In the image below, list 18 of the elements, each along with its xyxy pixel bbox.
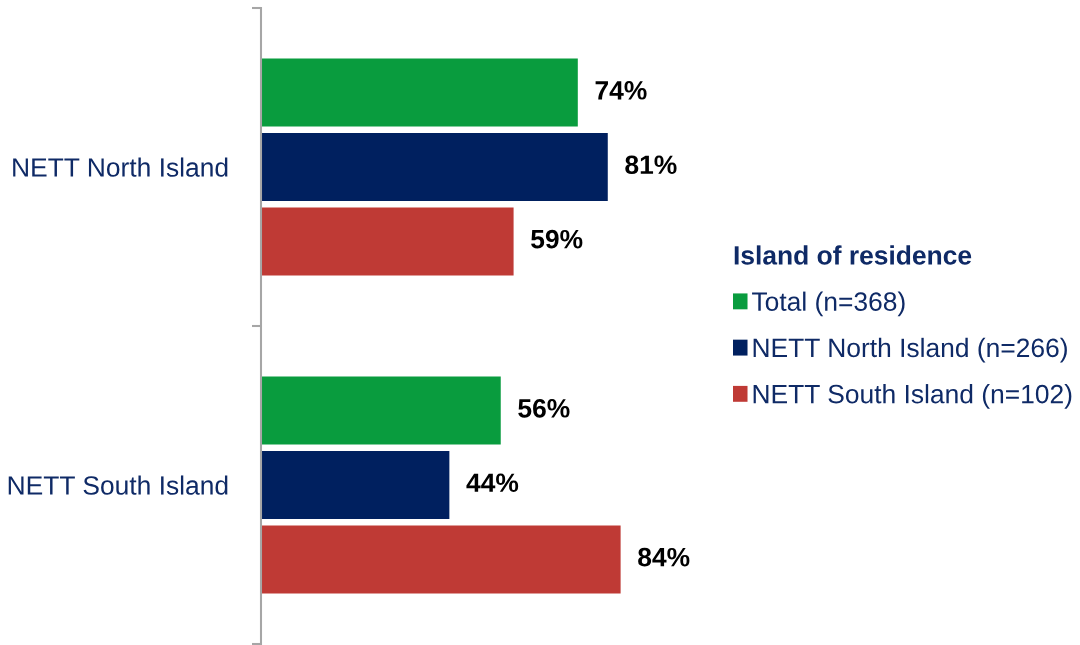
- bar: [261, 207, 514, 276]
- bar: [261, 525, 621, 594]
- legend-label: NETT South Island (n=102): [753, 384, 1072, 409]
- y-tick-label: NETT North Island: [13, 157, 228, 177]
- data-label: 74%: [595, 81, 647, 100]
- legend-label: Total (n=368): [752, 291, 905, 317]
- legend-title: Island of residence: [734, 245, 972, 265]
- data-label: 81%: [625, 155, 677, 175]
- data-label: 84%: [638, 547, 690, 567]
- legend-label: NETT North Island (n=266): [753, 337, 1067, 363]
- bar: [261, 58, 578, 127]
- data-label: 44%: [466, 473, 519, 493]
- bar: [261, 376, 501, 445]
- y-tick-label: NETT South Island: [8, 475, 228, 495]
- bar: [261, 132, 608, 202]
- data-label: 59%: [531, 229, 583, 249]
- data-label: 56%: [518, 398, 570, 418]
- bar: [261, 450, 450, 520]
